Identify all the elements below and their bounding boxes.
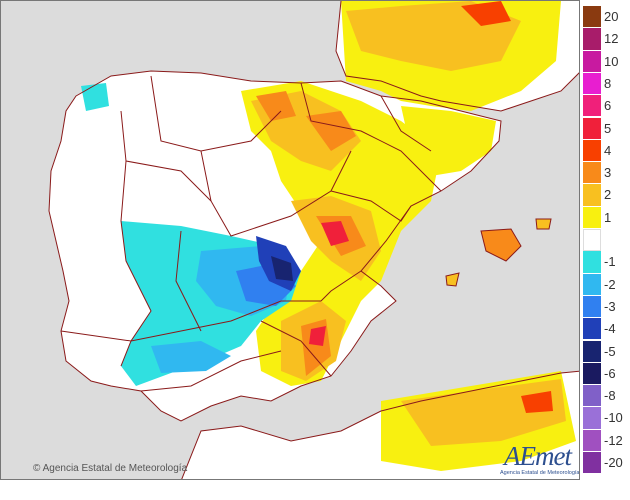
anomaly-map bbox=[1, 1, 579, 479]
legend-label: 3 bbox=[604, 165, 612, 181]
legend-swatch bbox=[583, 251, 601, 274]
map-area: © Agencia Estatal de Meteorología AEmet … bbox=[0, 0, 580, 480]
legend-label: -1 bbox=[604, 254, 616, 270]
legend-label: -10 bbox=[604, 410, 623, 426]
legend-label: 8 bbox=[604, 75, 612, 91]
legend-swatch bbox=[583, 429, 601, 452]
islands-borders bbox=[445, 218, 552, 287]
legend-swatch bbox=[583, 229, 601, 252]
legend-swatch bbox=[583, 340, 601, 363]
france-border bbox=[335, 1, 579, 112]
logo-main: AEmet bbox=[504, 441, 572, 471]
cool-anomaly bbox=[81, 83, 301, 386]
legend-label: -4 bbox=[604, 321, 616, 337]
legend-label: -8 bbox=[604, 388, 616, 404]
legend-label: 20 bbox=[604, 9, 619, 24]
legend-swatch bbox=[583, 117, 601, 140]
warm-anomaly bbox=[241, 1, 576, 471]
legend-swatch bbox=[583, 385, 601, 408]
legend-label: 5 bbox=[604, 120, 612, 136]
legend-label: 2 bbox=[604, 187, 612, 203]
legend-label: 10 bbox=[604, 53, 619, 69]
legend-label: 1 bbox=[604, 209, 612, 225]
legend-label: -6 bbox=[604, 365, 616, 381]
legend-swatch bbox=[583, 273, 601, 296]
legend-label: 4 bbox=[604, 142, 612, 158]
legend-swatch bbox=[583, 162, 601, 185]
legend-label: -12 bbox=[604, 432, 623, 448]
legend-swatch bbox=[583, 318, 601, 341]
legend-label: 6 bbox=[604, 98, 612, 114]
legend-swatch bbox=[583, 362, 601, 386]
province-borders bbox=[48, 70, 502, 422]
legend-label: -3 bbox=[604, 298, 616, 314]
legend-swatch bbox=[583, 206, 601, 229]
legend-swatch bbox=[583, 184, 601, 207]
legend-swatch bbox=[583, 295, 601, 319]
legend-swatch bbox=[583, 407, 601, 430]
legend-label: -20 bbox=[604, 455, 623, 470]
legend-swatch bbox=[583, 95, 601, 118]
legend-swatch bbox=[583, 452, 601, 475]
color-legend: 20 12 10 8 6 5 4 3 2 1 -1 -2 -3 -4 -5 -6 -8 -10 -12 -20 bbox=[580, 6, 630, 480]
legend-swatch bbox=[583, 72, 601, 96]
credit-text: © Agencia Estatal de Meteorología bbox=[33, 463, 188, 474]
legend-swatch bbox=[583, 28, 601, 51]
legend-swatch bbox=[583, 139, 601, 163]
legend-label: -5 bbox=[604, 343, 616, 359]
legend-label: 12 bbox=[604, 31, 619, 47]
legend-label: -2 bbox=[604, 276, 616, 292]
logo-subtitle: Agencia Estatal de Meteorología bbox=[500, 470, 580, 476]
legend-swatch bbox=[583, 50, 601, 73]
africa-coast bbox=[181, 370, 579, 479]
aemet-logo: AEmet Agencia Estatal de Meteorología bbox=[494, 441, 580, 479]
legend-swatch bbox=[583, 6, 601, 29]
